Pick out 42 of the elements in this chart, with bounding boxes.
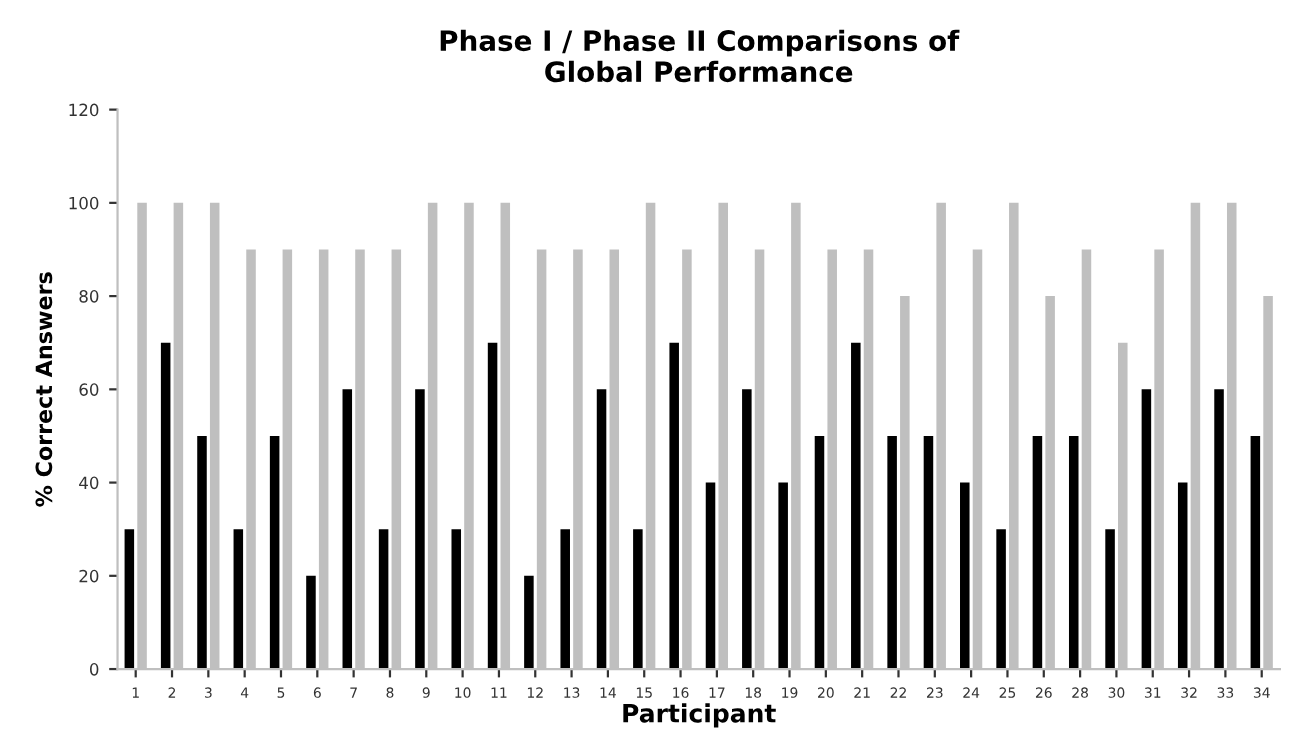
x-axis-title: Participant — [623, 703, 776, 728]
bar — [887, 435, 897, 670]
bar — [487, 342, 498, 670]
bar — [524, 575, 534, 670]
bar — [960, 482, 970, 670]
bar — [124, 529, 135, 670]
bar — [197, 435, 207, 670]
bar — [1214, 389, 1224, 670]
chart-title: Phase I / Phase II Comparisons of Global Performance — [440, 29, 960, 83]
bar — [269, 435, 280, 670]
y-axis-title: % Correct Answers — [35, 272, 53, 507]
bar — [560, 529, 570, 670]
bar — [233, 529, 244, 670]
bar — [742, 389, 752, 670]
bar — [596, 389, 607, 670]
bar — [778, 482, 788, 670]
bar — [160, 342, 171, 670]
bar — [1250, 435, 1261, 670]
y-tick-label: 20 — [79, 569, 99, 583]
bar — [378, 529, 389, 670]
y-tick-label: 100 — [69, 196, 99, 210]
bar — [1141, 389, 1152, 670]
bar — [851, 342, 861, 670]
bar — [1032, 435, 1043, 670]
bar — [633, 529, 643, 670]
bar — [923, 435, 934, 670]
bar — [451, 529, 462, 670]
bar — [306, 575, 316, 670]
y-tick-label: 60 — [79, 383, 99, 396]
bar — [1105, 529, 1115, 670]
bar — [1068, 435, 1079, 670]
bar — [342, 389, 353, 670]
y-tick-label: 120 — [69, 103, 99, 117]
bar — [996, 529, 1006, 670]
y-tick-label: 40 — [79, 476, 99, 490]
y-tick-label: 0 — [89, 663, 99, 676]
bar — [415, 389, 425, 670]
bar — [705, 482, 716, 670]
bar — [669, 342, 679, 670]
bar — [814, 435, 825, 670]
y-tick-label: 80 — [79, 290, 99, 303]
bar — [1177, 482, 1188, 670]
